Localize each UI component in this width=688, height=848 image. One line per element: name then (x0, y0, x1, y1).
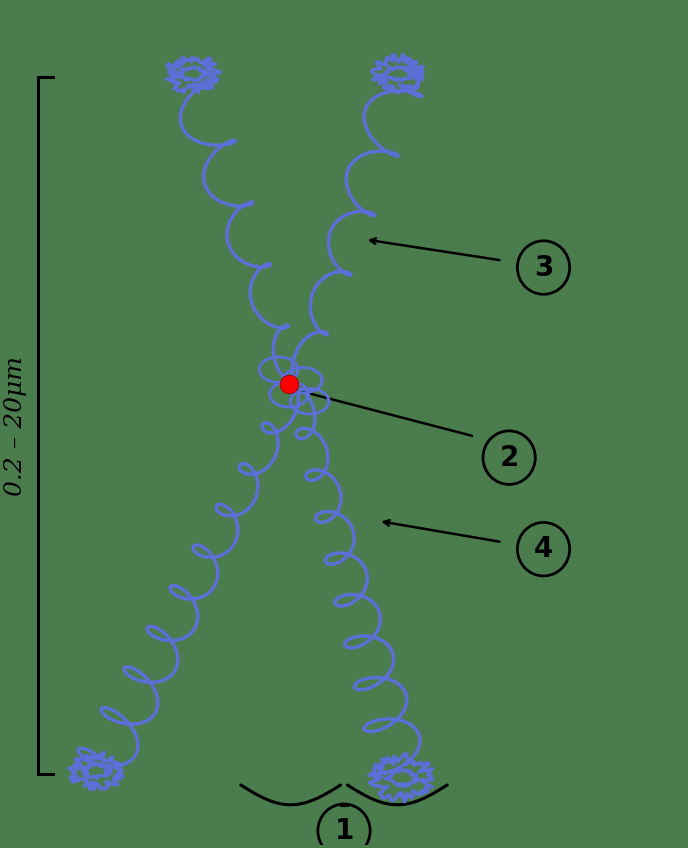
Text: 0.2 – 20μm: 0.2 – 20μm (4, 356, 28, 496)
Text: 1: 1 (334, 817, 354, 845)
Text: 4: 4 (534, 535, 553, 563)
Text: 3: 3 (534, 254, 553, 282)
Text: 2: 2 (499, 444, 519, 471)
Point (283, 377, 294, 390)
